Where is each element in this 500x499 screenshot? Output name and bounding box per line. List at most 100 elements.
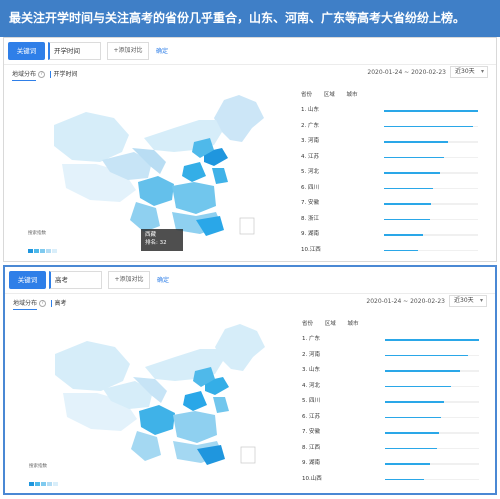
tab-term[interactable]: 高考 [54,300,67,307]
ranking-row[interactable]: 1. 山东 [301,104,486,120]
ranking-row[interactable]: 7. 安徽 [302,426,487,442]
ranking-row[interactable]: 10.山西 [302,473,487,489]
map-inset-south-china-sea [239,217,255,235]
confirm-button[interactable]: 确定 [156,48,169,55]
ranking-bar [385,385,451,387]
tab-bar: 地域分布? 高考 [13,298,67,310]
ranking-row[interactable]: 5. 河北 [301,166,486,182]
date-range[interactable]: 2020-01-24 ~ 2020-02-23 [366,298,445,305]
ranking-row[interactable]: 10.江西 [301,244,486,260]
ranking-row[interactable]: 6. 四川 [301,182,486,198]
map-region-northeast [214,95,264,142]
period-select[interactable]: 近30天 ▾ [449,295,487,307]
ranking-row[interactable]: 3. 河南 [301,135,486,151]
ranking-bar-track [384,156,478,158]
ranking-row[interactable]: 1. 广东 [302,333,487,349]
ranking-columns: 省份 区域 城市 [302,319,369,327]
map-region-henan [183,391,207,411]
col-region[interactable]: 区域 [324,321,336,327]
col-province[interactable]: 省份 [301,92,313,98]
divider [4,64,496,65]
ranking-bar-track [384,141,478,143]
ranking-bar [385,354,468,356]
ranking-label: 9. 湖南 [301,231,319,237]
ranking-label: 10.山西 [302,475,322,482]
map-region-shandong [205,377,229,395]
legend-title: 搜索指数 [29,464,47,469]
ranking-label: 7. 安徽 [301,200,319,206]
ranking-bar-track [384,218,478,220]
ranking-row[interactable]: 4. 江苏 [301,151,486,167]
ranking-row[interactable]: 6. 江苏 [302,411,487,427]
keyword-button[interactable]: 关键词 [9,271,46,289]
ranking-row[interactable]: 3. 山东 [302,364,487,380]
ranking-bar-track [385,354,479,356]
map-region-shandong [204,148,228,166]
map-legend: 搜索指数 [28,230,58,257]
ranking-row[interactable]: 9. 湖南 [302,457,487,473]
legend-swatch [29,482,34,486]
period-label: 近30天 [455,68,475,75]
map-region-qinghai [103,381,153,409]
map-region-sichuan [138,176,174,206]
keyword-button[interactable]: 关键词 [8,42,45,60]
period-select[interactable]: 近30天 ▾ [450,66,488,78]
ranking-bar [384,187,433,189]
ranking-bar [384,156,445,158]
col-region[interactable]: 区域 [323,92,335,98]
help-icon[interactable]: ? [38,71,46,78]
ranking-label: 1. 山东 [301,107,319,113]
tab-term[interactable]: 开学时间 [53,71,78,78]
ranking-label: 4. 江苏 [301,153,319,160]
legend-swatch [46,249,51,253]
ranking-bar [385,432,439,434]
ranking-bar-track [385,370,479,372]
chevron-down-icon: ▾ [479,297,483,304]
ranking-row[interactable]: 8. 江西 [302,442,487,458]
col-city[interactable]: 城市 [346,92,358,98]
search-row: 关键词 高考 +添加对比 确定 [9,271,491,289]
ranking-bar [385,478,425,480]
map-region-yunnan [131,431,161,461]
china-heatmap[interactable] [25,319,285,474]
ranking-row[interactable]: 7. 安徽 [301,197,486,213]
date-range[interactable]: 2020-01-24 ~ 2020-02-23 [367,69,446,76]
ranking-bar-track [384,172,478,174]
ranking-bar-track [384,125,478,127]
ranking-bar [384,249,418,251]
china-heatmap[interactable] [24,90,284,245]
ranking-row[interactable]: 9. 湖南 [301,228,486,244]
keyword-input[interactable]: 开学时间 [48,42,101,60]
ranking-row[interactable]: 2. 河南 [302,349,487,365]
ranking-label: 2. 河南 [302,351,320,358]
keyword-input[interactable]: 高考 [49,271,102,289]
ranking-bar [384,203,431,205]
add-compare-button[interactable]: +添加对比 [108,271,150,289]
tab-region[interactable]: 地域分布 [13,300,38,310]
ranking-label: 9. 湖南 [302,460,320,466]
ranking-bar [384,141,448,143]
help-icon[interactable]: ? [39,300,47,307]
search-row: 关键词 开学时间 +添加对比 确定 [8,42,492,60]
tab-region[interactable]: 地域分布 [12,71,37,81]
ranking-row[interactable]: 4. 河北 [302,380,487,396]
ranking-label: 5. 河北 [301,169,319,175]
confirm-button[interactable]: 确定 [157,277,170,284]
tooltip-region: 西藏 [145,232,157,238]
legend-title: 搜索指数 [28,231,46,236]
series-marker-icon [50,300,53,307]
ranking-label: 1. 广东 [302,336,320,342]
ranking-bar [384,125,474,127]
ranking-bar-track [385,478,479,480]
col-city[interactable]: 城市 [347,321,359,327]
col-province[interactable]: 省份 [302,321,314,327]
legend-swatch [52,249,57,253]
map-region-gansu [133,377,167,403]
ranking-row[interactable]: 2. 广东 [301,120,486,136]
map-region-jiangsu [212,168,228,184]
ranking-bar-track [384,249,478,251]
ranking-row[interactable]: 5. 四川 [302,395,487,411]
ranking-bar-track [384,110,478,112]
add-compare-button[interactable]: +添加对比 [107,42,149,60]
ranking-row[interactable]: 8. 浙江 [301,213,486,229]
